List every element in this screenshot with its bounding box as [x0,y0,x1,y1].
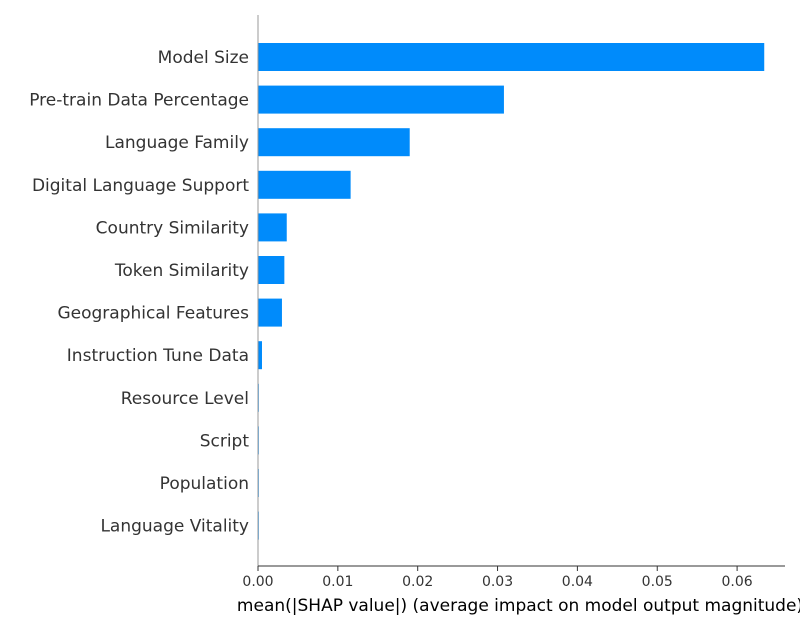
category-label: Digital Language Support [32,176,249,196]
x-axis-label: mean(|SHAP value|) (average impact on mo… [237,596,800,616]
bar-token-similarity [258,256,285,284]
x-tick-label: 0.06 [722,574,753,590]
x-tick-label: 0.05 [642,574,673,590]
x-tick-label: 0.03 [482,574,513,590]
category-label: Country Similarity [96,218,249,238]
category-label: Instruction Tune Data [67,346,249,366]
category-label: Language Family [105,133,249,153]
x-tick-label: 0.04 [562,574,593,590]
x-tick-label: 0.01 [322,574,353,590]
category-label: Token Similarity [114,261,249,281]
x-ticks-group: 0.00 0.01 0.02 0.03 0.04 0.05 0.06 [242,566,753,590]
category-label: Geographical Features [57,304,249,324]
category-label: Script [200,431,250,451]
x-tick-label: 0.00 [242,574,273,590]
bar-model-size [258,43,765,71]
category-label: Language Vitality [100,517,249,537]
category-label: Model Size [158,48,249,68]
bar-pre-train-data-percentage [258,85,504,114]
bar-geographical-features [258,298,282,327]
bar-instruction-tune-data [258,341,262,370]
category-label: Population [160,474,249,494]
category-label: Pre-train Data Percentage [29,91,249,111]
category-labels-group: Model Size Pre-train Data Percentage Langu… [29,48,249,537]
x-tick-label: 0.02 [402,574,433,590]
category-label: Resource Level [121,389,249,409]
bar-digital-language-support [258,170,351,199]
bar-country-similarity [258,213,287,242]
bar-language-family [258,128,410,157]
bars-group [258,43,765,540]
